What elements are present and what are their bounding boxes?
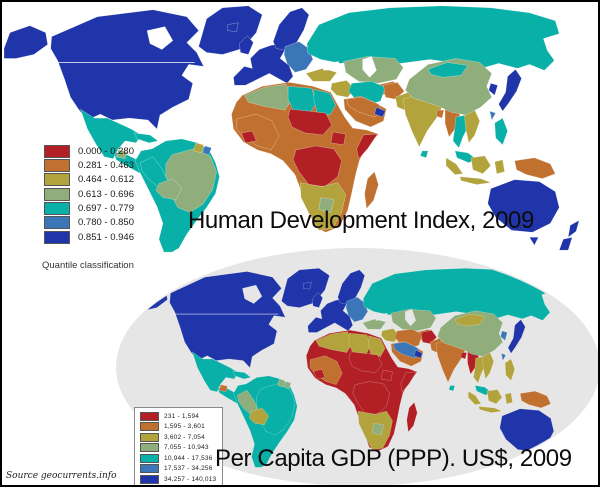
region-sumatra [445,157,464,176]
legend-label: 0.000 - 0.280 [78,145,134,157]
region-ssudan [380,369,393,382]
legend-label: 3,602 - 7,054 [164,433,205,441]
region-madagascar [364,171,379,209]
region-japan [507,319,526,354]
region-borneo [486,389,503,405]
region-sulawesi [504,392,513,405]
region-scandinavia [272,7,310,52]
legend-swatch [140,443,159,453]
legend-row: 0.464 - 0.612 [44,173,134,187]
legend-swatch [44,173,70,187]
quantile-classification-note: Quantile classification [42,260,134,271]
legend-row: 0.613 - 0.696 [44,187,134,201]
hdi-world-map [3,5,580,253]
legend-label: 17,537 - 34,256 [164,465,213,473]
legend-row: 0.697 - 0.779 [44,202,134,216]
region-philippines [494,117,509,146]
legend-row: 3,602 - 7,054 [140,432,216,442]
legend-swatch [44,187,70,201]
region-guyana [277,378,286,388]
legend-label: 0.780 - 0.850 [78,217,134,229]
region-java [459,176,492,186]
region-botswana [371,422,384,436]
legend-swatch [44,144,70,158]
region-alaska [134,283,168,312]
region-guyana [193,142,205,154]
region-papua [514,157,556,180]
legend-row: 0.780 - 0.850 [44,216,134,230]
region-borneo [470,155,492,175]
legend-swatch [44,158,70,172]
region-russia [306,5,560,71]
region-japan [498,68,523,112]
region-namain [50,9,205,130]
hdi-legend: 0.000 - 0.280 0.281 - 0.463 0.464 - 0.612 0… [44,144,134,246]
region-black_sea [373,312,388,321]
region-cuba [133,132,159,144]
region-turkey [305,67,338,82]
legend-swatch [140,422,159,432]
region-papua [519,390,552,409]
legend-row: 1,595 - 3,601 [140,422,216,432]
region-srilanka [419,150,429,159]
legend-swatch [140,475,159,485]
gdp-map-title: Per Capita GDP (PPP). US$, 2009 [215,445,572,472]
region-namain [169,271,286,369]
legend-swatch [140,411,159,421]
legend-row: 0.851 - 0.946 [44,230,134,244]
region-java [478,405,503,414]
region-sulawesi [494,159,506,175]
gdp-world-map [134,267,570,468]
legend-row: 0.000 - 0.280 [44,144,134,158]
legend-label: 34,257 - 140,013 [164,476,217,484]
region-tasmania [528,236,539,246]
region-srilanka [448,385,456,392]
region-taiwan [489,110,497,121]
region-turkey [362,318,387,330]
legend-label: 7,055 - 10,943 [164,444,209,452]
region-scandinavia [337,269,366,305]
legend-label: 10,944 - 17,536 [164,454,213,462]
legend-swatch [44,202,70,216]
legend-swatch [44,216,70,230]
legend-label: 0.281 - 0.463 [78,159,134,171]
legend-label: 231 - 1,594 [164,412,200,420]
region-cuba [232,370,252,380]
legend-swatch [140,453,159,463]
region-sumatra [467,390,482,406]
region-taiwan [500,352,507,361]
legend-label: 0.851 - 0.946 [78,231,134,243]
region-nz_north [567,219,580,238]
legend-swatch [140,464,159,474]
source-note: Source geocurrents.info [6,471,117,481]
region-alaska [3,25,49,59]
legend-swatch [44,230,70,244]
legend-row: 17,537 - 34,256 [140,464,216,474]
gdp-legend: 231 - 1,594 1,595 - 3,601 3,602 - 7,054 7,0… [134,407,224,485]
legend-row: 34,257 - 140,013 [140,475,217,485]
region-philippines [504,358,516,382]
legend-row: 7,055 - 10,943 [140,443,216,453]
region-black_sea [320,60,340,71]
region-madagascar [406,401,418,433]
legend-row: 231 - 1,594 [140,411,216,421]
legend-label: 0.464 - 0.612 [78,174,134,186]
legend-label: 0.697 - 0.779 [78,203,134,215]
region-ssudan [330,131,347,146]
legend-row: 0.281 - 0.463 [44,158,134,172]
legend-swatch [140,432,159,442]
legend-label: 1,595 - 3,601 [164,423,205,431]
legend-row: 10,944 - 17,536 [140,453,216,463]
hdi-map-title: Human Development Index, 2009 [188,207,534,234]
region-russia [362,267,555,321]
legend-label: 0.613 - 0.696 [78,188,134,200]
